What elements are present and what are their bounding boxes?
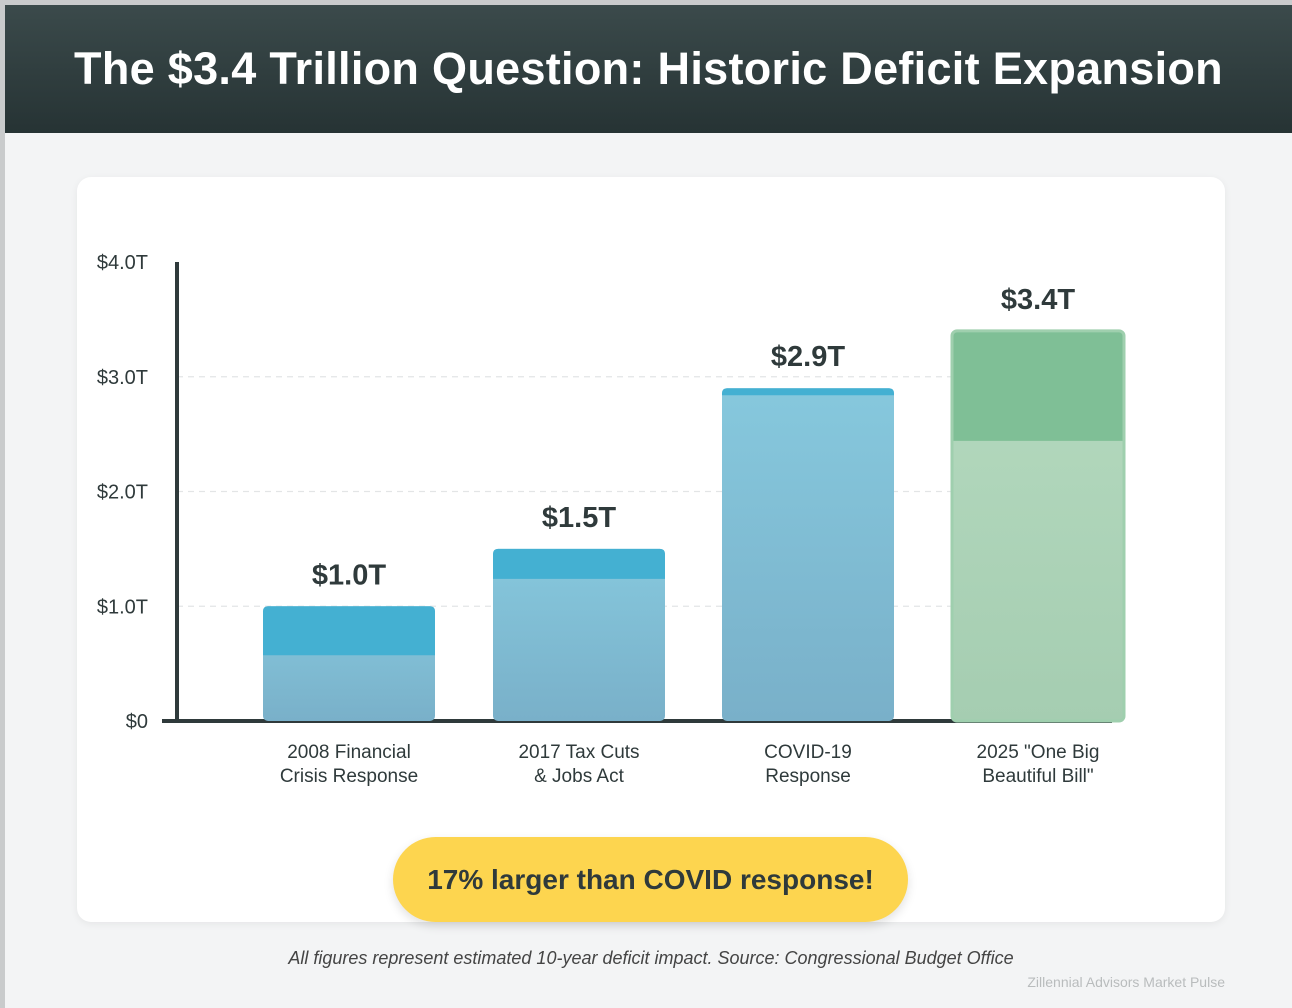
y-tick-label: $3.0T (97, 367, 148, 389)
bar-cap (493, 548, 665, 579)
bar (722, 388, 894, 721)
window-frame-left (0, 0, 5, 1008)
x-category-label: COVID-19 (764, 742, 852, 763)
window-frame-top (0, 0, 1292, 5)
x-category-label: Response (765, 766, 851, 787)
y-tick-label: $2.0T (97, 482, 148, 504)
bar-value-label: $3.4T (1001, 284, 1075, 316)
x-category-label: 2017 Tax Cuts (518, 742, 639, 763)
x-category-label: & Jobs Act (534, 766, 624, 787)
bar-value-label: $2.9T (771, 341, 845, 373)
bar-cap (952, 330, 1124, 441)
x-category-label: 2008 Financial (287, 742, 411, 763)
page-title: The $3.4 Trillion Question: Historic Def… (74, 43, 1223, 94)
x-category-label: Crisis Response (280, 766, 418, 787)
bar-value-label: $1.5T (542, 502, 616, 534)
y-tick-label: $1.0T (97, 596, 148, 618)
callout-text: 17% larger than COVID response! (427, 863, 874, 895)
comparison-callout: 17% larger than COVID response! (393, 837, 908, 922)
y-tick-label: $0 (126, 711, 148, 733)
title-banner: The $3.4 Trillion Question: Historic Def… (5, 5, 1292, 133)
bar-cap (263, 606, 435, 656)
brand-watermark: Zillennial Advisors Market Pulse (1027, 974, 1225, 990)
bar-cap (722, 388, 894, 396)
bar-highlight-border (950, 329, 1126, 723)
x-category-label: 2025 "One Big (977, 742, 1100, 763)
x-category-label: Beautiful Bill" (982, 766, 1093, 787)
bar (493, 548, 665, 721)
bar-value-label: $1.0T (312, 559, 386, 591)
y-tick-label: $4.0T (97, 252, 148, 274)
source-footnote: All figures represent estimated 10-year … (288, 948, 1014, 968)
